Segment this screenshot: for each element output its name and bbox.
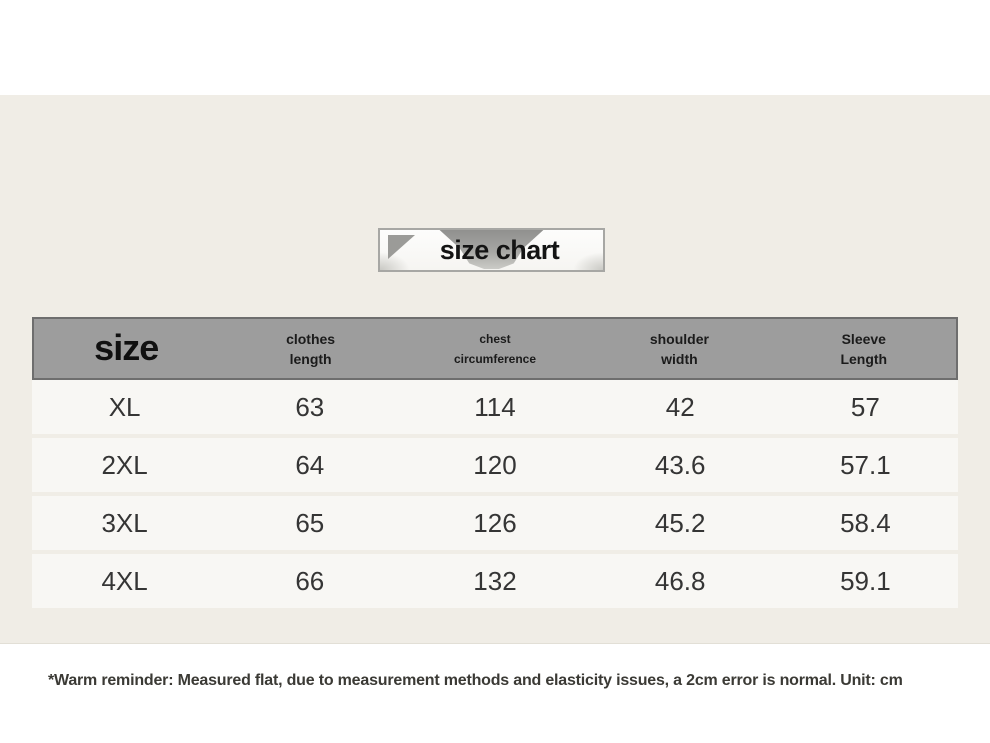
cell-chest-circumference: 126 (473, 507, 517, 538)
header-line: length (289, 350, 332, 367)
header-cell-size: size (94, 326, 159, 368)
cell-sleeve-length: 58.4 (840, 507, 891, 538)
cell-size: 2XL (101, 449, 148, 480)
cell-shoulder-width: 46.8 (654, 565, 706, 596)
size-chart-panel: size chart size clothes length chest cir… (0, 95, 990, 689)
corner-triangle-icon (388, 235, 415, 259)
cell-sleeve-length: 59.1 (840, 565, 891, 596)
cell-size: 3XL (101, 507, 148, 538)
cell-size: XL (108, 391, 141, 422)
header-line: width (661, 350, 698, 367)
cell-clothes-length: 64 (295, 449, 325, 480)
cell-clothes-length: 65 (295, 507, 325, 538)
table-row-2xl: 2XL 64 120 43.6 57.1 (32, 438, 958, 492)
header-line: chest (479, 331, 511, 346)
cell-sleeve-length: 57 (850, 391, 880, 422)
cell-shoulder-width: 42 (665, 391, 695, 422)
cell-chest-circumference: 114 (474, 391, 516, 422)
table-row-xl: XL 63 114 42 57 (32, 380, 958, 434)
badge-corner-shade-right (573, 252, 603, 270)
header-line: Sleeve (841, 330, 886, 347)
warm-reminder-note: *Warm reminder: Measured flat, due to me… (48, 672, 903, 689)
size-chart-title-badge: size chart (378, 228, 605, 272)
size-table-body: XL 63 114 42 57 2XL 64 120 43.6 57.1 3XL… (32, 380, 958, 608)
table-row-4xl: 4XL 66 132 46.8 59.1 (32, 554, 958, 608)
cell-shoulder-width: 43.6 (654, 449, 706, 480)
size-table-header-row: size clothes length chest circumference … (32, 317, 958, 380)
cell-clothes-length: 66 (295, 565, 325, 596)
cell-size: 4XL (101, 565, 148, 596)
header-line: shoulder (649, 330, 709, 347)
header-cell-sleeve-length: Sleeve Length (772, 329, 956, 369)
cell-chest-circumference: 120 (473, 449, 517, 480)
header-cell-chest-circumference: chest circumference (403, 329, 587, 369)
cell-clothes-length: 63 (295, 391, 325, 422)
cell-sleeve-length: 57.1 (840, 449, 891, 480)
header-cell-shoulder-width: shoulder width (587, 329, 771, 369)
header-line: clothes (286, 330, 336, 347)
cell-shoulder-width: 45.2 (654, 507, 706, 538)
header-cell-clothes-length: clothes length (218, 329, 402, 369)
size-table: size clothes length chest circumference … (32, 317, 958, 608)
cell-chest-circumference: 132 (473, 565, 517, 596)
table-row-3xl: 3XL 65 126 45.2 58.4 (32, 496, 958, 550)
size-chart-title: size chart (439, 234, 560, 265)
header-line: Length (840, 350, 888, 367)
header-line: circumference (453, 351, 537, 366)
